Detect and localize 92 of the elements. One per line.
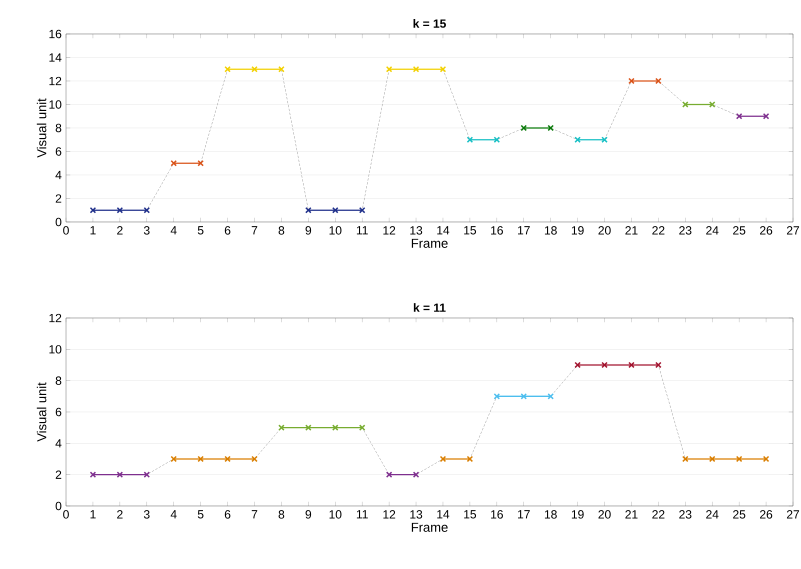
- y-tick-label: 12: [49, 314, 62, 322]
- y-axis-title: Visual unit: [36, 98, 46, 158]
- x-tick-label: 6: [224, 226, 230, 235]
- x-tick-label: 0: [63, 510, 69, 519]
- x-tick-label: 25: [733, 510, 746, 519]
- x-tick-label: 4: [170, 510, 177, 518]
- y-tick-label: 2: [56, 470, 62, 479]
- y-tick-label: 0: [56, 502, 62, 510]
- x-tick-label: 25: [733, 226, 746, 235]
- x-tick-label: 15: [464, 510, 476, 519]
- y-axis-title: Visual unit: [36, 382, 46, 442]
- x-tick-label: 16: [491, 510, 503, 519]
- x-tick-label: 12: [383, 226, 396, 235]
- x-tick-label: 18: [544, 510, 557, 519]
- x-tick-label: 10: [330, 510, 342, 519]
- x-tick-label: 0: [63, 226, 69, 235]
- x-tick-label: 15: [464, 226, 476, 234]
- x-tick-label: 21: [625, 510, 638, 519]
- x-tick-label: 2: [117, 510, 123, 519]
- point: [412, 66, 420, 72]
- x-tick-label: 12: [383, 510, 396, 519]
- x-tick-label: 23: [679, 226, 692, 235]
- x-tick-label: 1: [90, 226, 96, 234]
- x-tick-label: 17: [518, 226, 530, 234]
- x-tick-label: 18: [544, 226, 557, 235]
- y-tick-label: 6: [56, 147, 62, 156]
- x-tick-label: 9: [306, 510, 312, 519]
- x-tick-label: 2: [117, 226, 123, 235]
- x-tick-label: 3: [144, 510, 150, 519]
- x-tick-label: 24: [706, 226, 719, 235]
- y-tick-label: 4: [55, 439, 62, 448]
- y-tick-label: 14: [49, 53, 62, 62]
- x-tick-label: 7: [252, 510, 258, 518]
- x-tick-label: 26: [760, 510, 772, 519]
- y-tick-label: 2: [56, 194, 62, 203]
- x-tick-label: 22: [652, 510, 664, 519]
- x-tick-label: 19: [572, 510, 584, 519]
- y-tick-label: 8: [56, 124, 62, 132]
- x-tick-label: 14: [437, 226, 450, 234]
- x-tick-label: 20: [598, 226, 611, 235]
- point: [736, 456, 742, 462]
- point: [709, 456, 716, 462]
- x-tick-label: 26: [760, 226, 772, 235]
- x-tick-label: 8: [278, 510, 284, 519]
- y-tick-label: 16: [49, 30, 62, 38]
- x-tick-label: 6: [224, 510, 230, 519]
- x-tick-label: 27: [786, 510, 800, 519]
- point: [332, 207, 338, 214]
- x-tick-label: 11: [356, 226, 368, 234]
- point: [251, 66, 258, 72]
- x-axis-title: Frame: [412, 238, 448, 248]
- point: [332, 424, 338, 431]
- x-tick-label: 13: [410, 510, 422, 519]
- x-tick-label: 10: [330, 226, 342, 235]
- x-tick-label: 13: [410, 226, 422, 235]
- point: [116, 471, 124, 478]
- point: [520, 393, 527, 400]
- y-tick-label: 4: [55, 170, 62, 180]
- y-tick-label: 10: [49, 345, 62, 354]
- x-tick-label: 5: [198, 226, 204, 234]
- x-tick-label: 17: [518, 510, 530, 518]
- chart-title: k = 15: [414, 19, 446, 28]
- x-tick-label: 19: [572, 226, 584, 235]
- point: [224, 456, 231, 462]
- point: [601, 362, 608, 368]
- x-tick-label: 22: [652, 226, 664, 235]
- x-tick-label: 20: [598, 510, 611, 519]
- x-tick-label: 9: [306, 226, 312, 235]
- y-tick-label: 0: [56, 218, 62, 226]
- x-tick-label: 7: [252, 226, 258, 234]
- x-tick-label: 4: [170, 226, 177, 234]
- y-tick-label: 12: [49, 76, 62, 86]
- x-axis-title: Frame: [412, 522, 448, 532]
- x-tick-label: 16: [491, 226, 503, 235]
- point: [116, 207, 124, 214]
- chart-title: k = 11: [414, 303, 446, 312]
- x-tick-label: 11: [356, 510, 368, 518]
- point: [628, 362, 635, 368]
- x-tick-label: 8: [278, 226, 284, 235]
- x-tick-label: 3: [144, 226, 150, 235]
- x-tick-label: 27: [786, 226, 800, 235]
- y-tick-label: 6: [56, 408, 62, 416]
- x-tick-label: 24: [706, 510, 719, 519]
- point: [197, 456, 204, 462]
- y-tick-label: 8: [56, 376, 62, 385]
- x-tick-label: 1: [90, 510, 96, 518]
- point: [305, 424, 312, 431]
- x-tick-label: 14: [437, 510, 450, 518]
- x-tick-label: 23: [679, 510, 692, 519]
- y-tick-label: 10: [49, 100, 62, 109]
- x-tick-label: 5: [198, 510, 204, 519]
- x-tick-label: 21: [625, 226, 638, 235]
